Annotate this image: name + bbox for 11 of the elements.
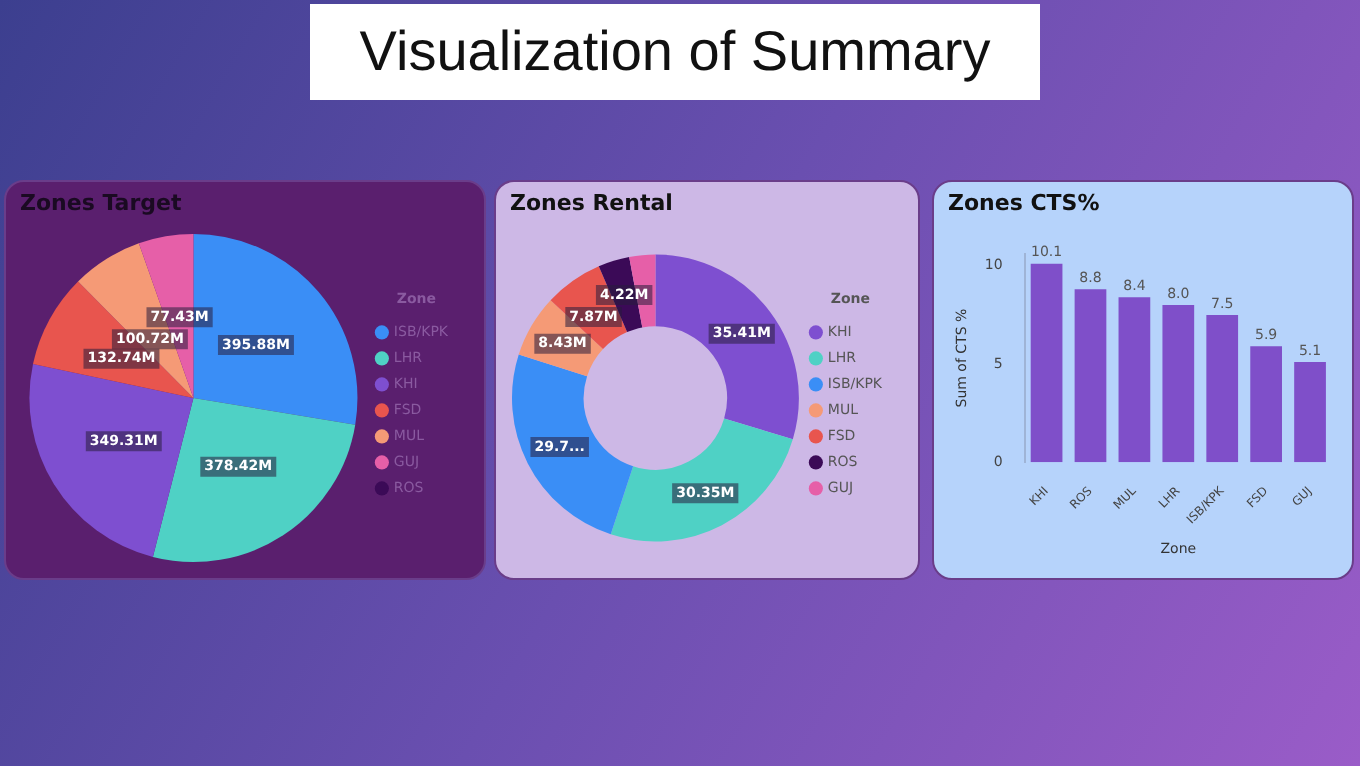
bar: [1118, 297, 1151, 463]
bar: [1030, 263, 1063, 463]
bar: [1294, 362, 1326, 463]
chart-title: Zones CTS%: [948, 190, 1100, 216]
chart-title: Zones Rental: [510, 190, 673, 216]
chart-title: Zones Target: [20, 190, 182, 216]
bar: [1250, 346, 1282, 463]
bar: [1074, 289, 1107, 463]
bar: [1206, 314, 1239, 463]
text: Visualization of Summary: [310, 4, 1040, 100]
bar: [1162, 305, 1195, 463]
